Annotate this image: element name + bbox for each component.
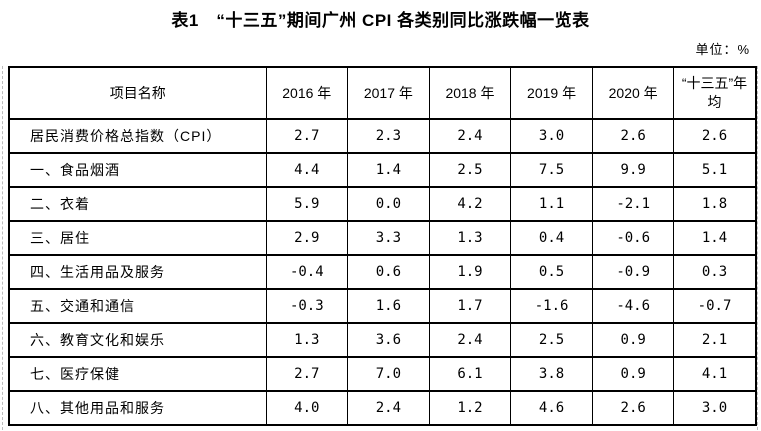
table-row: 五、交通和通信 -0.3 1.6 1.7 -1.6 -4.6 -0.7 [8, 288, 757, 324]
value-cell: 2.6 [591, 118, 675, 154]
value-cell: 2.4 [347, 390, 430, 426]
value-cell: 2.7 [265, 356, 349, 392]
text-boundary-right [757, 66, 758, 430]
header-cell-item-name: 项目名称 [8, 66, 267, 120]
header-cell-year: 2020 年 [591, 66, 675, 120]
value-cell: -0.4 [265, 254, 349, 290]
table-row: 七、医疗保健 2.7 7.0 6.1 3.8 0.9 4.1 [8, 356, 757, 392]
value-cell: -0.9 [591, 254, 675, 290]
row-label-cell: 八、其他用品和服务 [8, 390, 267, 426]
value-cell: 5.9 [265, 186, 349, 222]
row-label-cell: 五、交通和通信 [8, 288, 267, 324]
row-label-cell: 一、食品烟酒 [8, 152, 267, 188]
value-cell: 3.3 [347, 220, 430, 256]
value-cell: 1.9 [428, 254, 512, 290]
value-cell: 6.1 [428, 356, 512, 392]
value-cell: -4.6 [591, 288, 675, 324]
value-cell: -2.1 [591, 186, 675, 222]
value-cell: 3.0 [510, 118, 593, 154]
value-cell: 3.0 [673, 390, 757, 426]
row-label-cell: 七、医疗保健 [8, 356, 267, 392]
value-cell: 0.0 [347, 186, 430, 222]
value-cell: 2.5 [428, 152, 512, 188]
value-cell: 4.4 [265, 152, 349, 188]
value-cell: 7.0 [347, 356, 430, 392]
value-cell: 2.5 [510, 322, 593, 358]
value-cell: 9.9 [591, 152, 675, 188]
header-cell-year: 2018 年 [428, 66, 512, 120]
row-label-cell: 三、居住 [8, 220, 267, 256]
row-label-cell: 居民消费价格总指数（CPI） [8, 118, 267, 154]
value-cell: 1.3 [428, 220, 512, 256]
row-label-cell: 二、衣着 [8, 186, 267, 222]
value-cell: 0.3 [673, 254, 757, 290]
value-cell: 4.0 [265, 390, 349, 426]
unit-label: 单位：% [695, 42, 750, 57]
row-label-cell: 四、生活用品及服务 [8, 254, 267, 290]
value-cell: 0.4 [510, 220, 593, 256]
table-row: 八、其他用品和服务 4.0 2.4 1.2 4.6 2.6 3.0 [8, 390, 757, 426]
value-cell: 1.7 [428, 288, 512, 324]
row-label-cell: 六、教育文化和娱乐 [8, 322, 267, 358]
value-cell: 2.1 [673, 322, 757, 358]
header-cell-year: 2019 年 [510, 66, 593, 120]
header-cell-year: 2017 年 [347, 66, 430, 120]
value-cell: 5.1 [673, 152, 757, 188]
table-header-row: 项目名称 2016 年 2017 年 2018 年 2019 年 2020 年 “十三五”年… [8, 66, 757, 120]
value-cell: 0.6 [347, 254, 430, 290]
value-cell: -0.6 [591, 220, 675, 256]
value-cell: 4.2 [428, 186, 512, 222]
header-cell-year: 2016 年 [265, 66, 349, 120]
value-cell: 1.6 [347, 288, 430, 324]
value-cell: 7.5 [510, 152, 593, 188]
cpi-table: 项目名称 2016 年 2017 年 2018 年 2019 年 2020 年 “十三五”年… [8, 66, 757, 426]
header-cell-year: “十三五”年均 [673, 66, 757, 120]
value-cell: -0.7 [673, 288, 757, 324]
value-cell: 1.4 [673, 220, 757, 256]
text-boundary-left [2, 66, 3, 430]
table-row: 三、居住 2.9 3.3 1.3 0.4 -0.6 1.4 [8, 220, 757, 256]
value-cell: 1.4 [347, 152, 430, 188]
table-row: 四、生活用品及服务 -0.4 0.6 1.9 0.5 -0.9 0.3 [8, 254, 757, 290]
value-cell: 1.1 [510, 186, 593, 222]
value-cell: 2.4 [428, 322, 512, 358]
table-title: 表1 “十三五”期间广州 CPI 各类别同比涨跌幅一览表 [171, 11, 590, 30]
value-cell: 1.2 [428, 390, 512, 426]
table-row: 二、衣着 5.9 0.0 4.2 1.1 -2.1 1.8 [8, 186, 757, 222]
value-cell: 1.3 [265, 322, 349, 358]
value-cell: 2.7 [265, 118, 349, 154]
value-cell: 4.1 [673, 356, 757, 392]
table-row: 居民消费价格总指数（CPI） 2.7 2.3 2.4 3.0 2.6 2.6 [8, 118, 757, 154]
value-cell: 0.9 [591, 356, 675, 392]
value-cell: 0.9 [591, 322, 675, 358]
value-cell: -0.3 [265, 288, 349, 324]
value-cell: 3.6 [347, 322, 430, 358]
value-cell: 2.6 [673, 118, 757, 154]
value-cell: 0.5 [510, 254, 593, 290]
value-cell: 2.3 [347, 118, 430, 154]
value-cell: 1.8 [673, 186, 757, 222]
value-cell: 2.4 [428, 118, 512, 154]
table-row: 六、教育文化和娱乐 1.3 3.6 2.4 2.5 0.9 2.1 [8, 322, 757, 358]
table-row: 一、食品烟酒 4.4 1.4 2.5 7.5 9.9 5.1 [8, 152, 757, 188]
value-cell: 4.6 [510, 390, 593, 426]
value-cell: 2.6 [591, 390, 675, 426]
value-cell: 2.9 [265, 220, 349, 256]
value-cell: -1.6 [510, 288, 593, 324]
value-cell: 3.8 [510, 356, 593, 392]
